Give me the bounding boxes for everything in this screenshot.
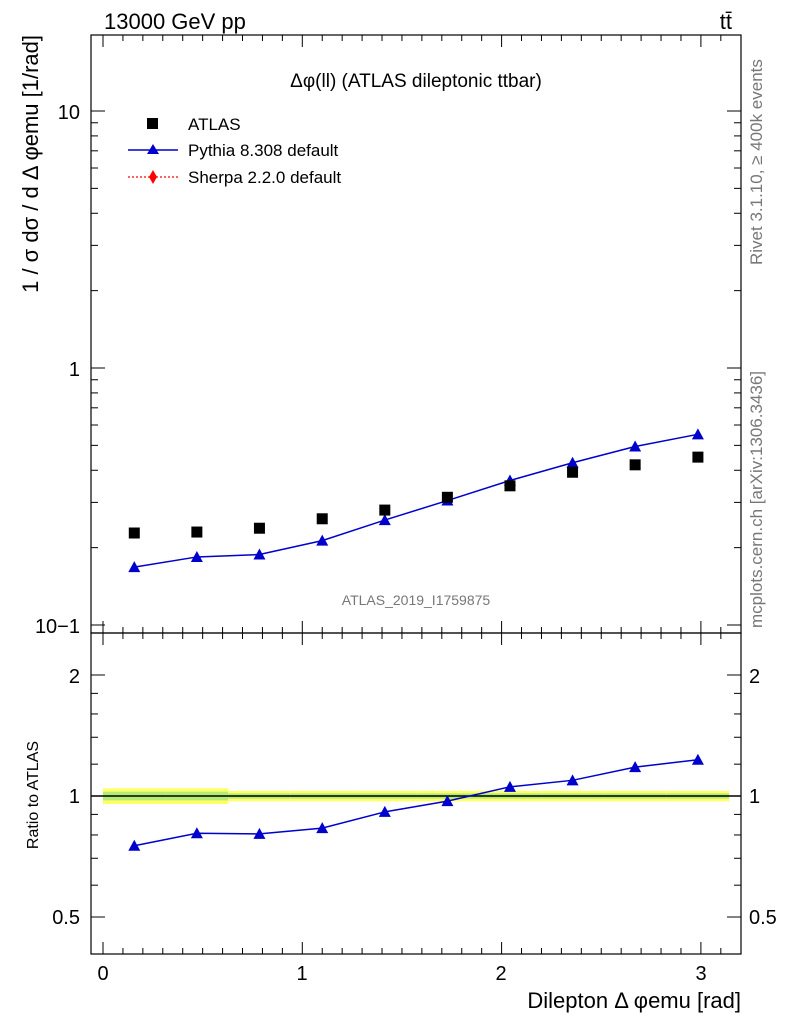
legend: ATLAS Pythia 8.308 default Sherpa 2.2.0 … [128, 115, 341, 187]
x-tick-label-0: 0 [97, 963, 108, 985]
pythia-point [128, 561, 141, 573]
ratio-pythia-point [691, 753, 704, 765]
ratio-data-layer [91, 753, 741, 851]
main-data-layer [128, 428, 704, 573]
main-ticks [91, 35, 741, 633]
rivet-label: Rivet 3.1.10, ≥ 400k events [747, 59, 766, 265]
energy-label: 13000 GeV pp [104, 9, 246, 34]
x-tick-labels: 0 1 2 3 [97, 963, 706, 985]
ratio-plot-panel: 2 1 0.5 2 1 0.5 Ratio to ATLAS 0 1 2 3 D… [25, 632, 777, 1013]
ratio-y-tick-label-1: 1 [69, 786, 80, 808]
pythia-point [691, 428, 704, 440]
pythia-point [629, 440, 642, 452]
atlas-point [253, 522, 265, 534]
ratio-pythia-line [134, 758, 698, 847]
legend-sherpa-marker [149, 170, 157, 184]
pythia-point [378, 514, 391, 526]
ratio-ticks [91, 633, 741, 954]
ratio-y-tick-label-right-1: 1 [749, 786, 760, 808]
ratio-pythia-point [441, 795, 454, 807]
atlas-point [441, 491, 453, 503]
ratio-y-tick-label-2: 2 [69, 666, 80, 688]
main-y-axis-label: 1 / σ dσ / d Δ φemu [1/rad] [18, 35, 43, 293]
ratio-pythia-point [128, 839, 141, 851]
atlas-point [128, 527, 140, 539]
ratio-pythia-point [316, 822, 329, 834]
ratio-y-tick-labels-right: 2 1 0.5 [749, 666, 777, 929]
atlas-point [504, 480, 516, 492]
ratio-pythia-point [253, 827, 266, 839]
x-tick-label-1: 1 [296, 963, 307, 985]
ratio-y-tick-label-right-2: 2 [749, 666, 760, 688]
ratio-plot-frame [90, 632, 742, 955]
main-y-tick-labels: 10 1 10−1 [35, 102, 80, 638]
chart-title: Δφ(ll) (ATLAS dileptonic ttbar) [290, 71, 542, 92]
ratio-pythia-point [503, 780, 516, 792]
process-label: tt̄ [720, 9, 732, 34]
ratio-pythia-point [629, 761, 642, 773]
pythia-line [134, 433, 699, 568]
atlas-point [567, 466, 579, 478]
x-tick-label-2: 2 [495, 963, 506, 985]
ratio-y-axis-label: Ratio to ATLAS [25, 741, 42, 849]
y-tick-label-0.1: 10−1 [35, 616, 80, 638]
atlas-point [191, 526, 203, 538]
legend-atlas-marker [147, 118, 158, 129]
legend-pythia-marker [147, 144, 159, 154]
legend-pythia-label: Pythia 8.308 default [188, 141, 339, 160]
atlas-point [692, 451, 704, 463]
pythia-point [190, 550, 203, 562]
atlas-point [316, 513, 328, 525]
ratio-y-tick-label-right-0.5: 0.5 [749, 907, 777, 929]
analysis-watermark: ATLAS_2019_I1759875 [342, 592, 491, 608]
pythia-point [566, 456, 579, 468]
ratio-pythia-point [566, 774, 579, 786]
y-tick-label-1: 1 [69, 359, 80, 381]
pythia-point [253, 548, 266, 560]
atlas-point [379, 504, 391, 516]
x-tick-label-3: 3 [695, 963, 706, 985]
ratio-pythia-point [190, 827, 203, 839]
legend-sherpa-label: Sherpa 2.2.0 default [188, 168, 341, 187]
legend-atlas-label: ATLAS [188, 115, 241, 134]
pythia-point [316, 534, 329, 546]
y-tick-label-10: 10 [58, 102, 80, 124]
ratio-pythia-point [378, 805, 391, 817]
x-axis-label: Dilepton Δ φemu [rad] [527, 988, 741, 1013]
ratio-y-tick-label-0.5: 0.5 [52, 907, 80, 929]
source-label: mcplots.cern.ch [arXiv:1306.3436] [747, 371, 766, 628]
main-plot-panel: 10 1 10−1 1 / σ dσ / d Δ φemu [1/rad] Δφ… [18, 34, 742, 638]
ratio-y-tick-labels-left: 2 1 0.5 [52, 666, 80, 929]
atlas-point [629, 459, 641, 471]
